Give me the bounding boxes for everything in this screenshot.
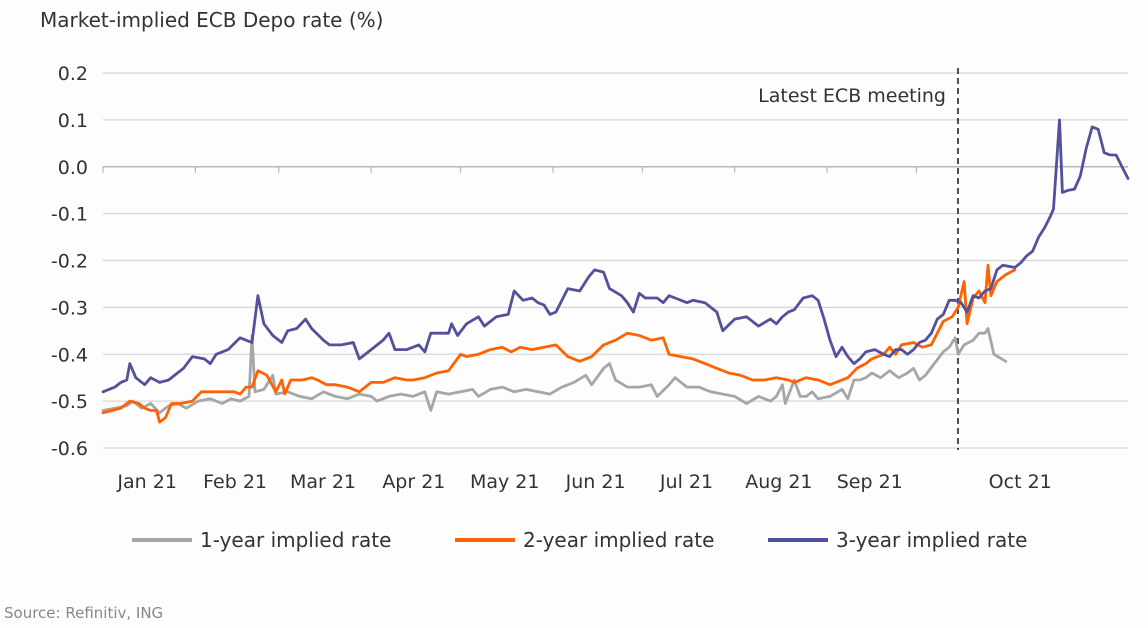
series-line-3y xyxy=(101,118,1130,394)
x-tick-label: Oct 21 xyxy=(989,471,1052,493)
y-tick-label: -0.4 xyxy=(51,344,88,366)
y-tick-label: 0.0 xyxy=(58,157,88,179)
x-tick-label: Sep 21 xyxy=(837,471,903,493)
x-tick-label: Apr 21 xyxy=(382,471,445,493)
y-tick-label: 0.1 xyxy=(58,110,88,132)
x-tick-label: Mar 21 xyxy=(290,471,356,493)
y-tick-label: -0.6 xyxy=(51,438,88,460)
x-tick-label: Jul 21 xyxy=(659,471,713,493)
y-tick-label: -0.2 xyxy=(51,251,88,273)
y-tick-label: -0.5 xyxy=(51,391,88,413)
legend-label: 2-year implied rate xyxy=(523,528,714,552)
chart-title: Market-implied ECB Depo rate (%) xyxy=(40,8,384,32)
y-tick-label: 0.2 xyxy=(58,63,88,85)
x-tick-label: May 21 xyxy=(470,471,540,493)
x-tick-label: Feb 21 xyxy=(203,471,267,493)
x-tick-label: Jan 21 xyxy=(116,471,177,493)
legend-label: 1-year implied rate xyxy=(200,528,391,552)
series-line-1y xyxy=(101,327,1008,415)
series-line-2y xyxy=(101,263,1017,424)
y-tick-label: -0.1 xyxy=(51,204,88,226)
legend-label: 3-year implied rate xyxy=(836,528,1027,552)
source-note: Source: Refinitiv, ING xyxy=(4,604,164,622)
y-tick-label: -0.3 xyxy=(51,297,88,319)
x-tick-label: Jun 21 xyxy=(565,471,626,493)
x-tick-label: Aug 21 xyxy=(745,471,812,493)
ecb-meeting-label: Latest ECB meeting xyxy=(758,85,946,107)
